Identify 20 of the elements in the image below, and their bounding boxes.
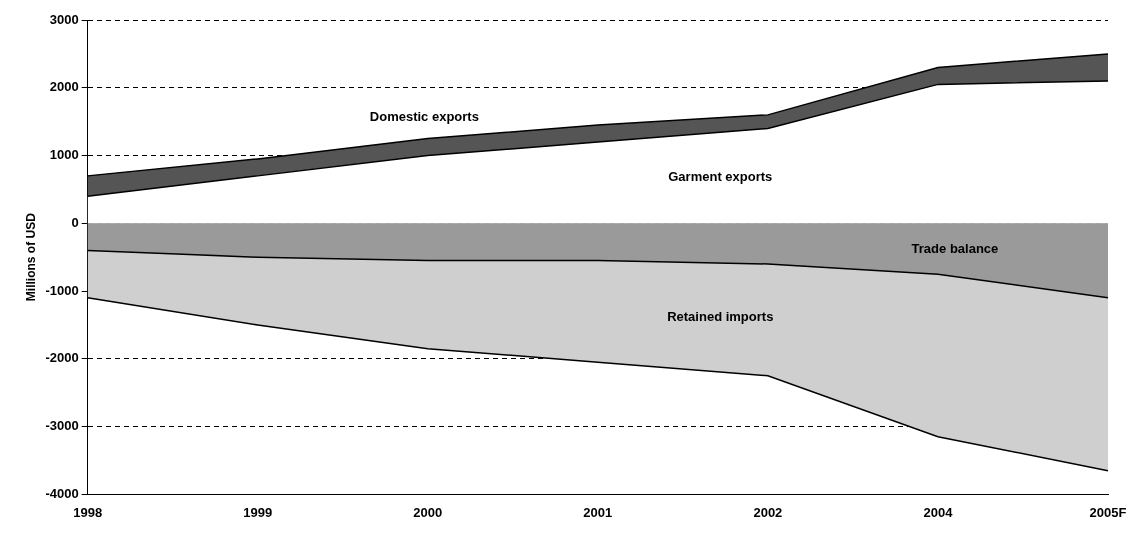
x-tick-label: 2004 — [923, 504, 954, 520]
y-tick-label: 1000 — [49, 147, 79, 163]
x-tick-label: 1998 — [73, 504, 103, 520]
y-tick-label: 0 — [71, 214, 79, 230]
x-tick-label: 2005F — [1089, 504, 1127, 520]
x-tick-label: 2002 — [753, 504, 783, 520]
y-tick-label: 3000 — [49, 11, 79, 27]
x-tick-label: 2001 — [583, 504, 613, 520]
y-tick-label: -1000 — [45, 282, 79, 298]
y-tick-label: -3000 — [45, 418, 79, 434]
y-tick-label: -2000 — [45, 350, 79, 366]
x-tick-label: 2000 — [413, 504, 443, 520]
series-label: Trade balance — [911, 241, 999, 257]
series-label: Retained imports — [667, 309, 774, 325]
series-label: Garment exports — [668, 169, 773, 185]
series-label: Domestic exports — [369, 108, 479, 124]
y-tick-label: -4000 — [45, 485, 79, 501]
x-tick-label: 1999 — [243, 504, 273, 520]
y-tick-label: 2000 — [49, 79, 79, 95]
y-axis-title: Millions of USD — [23, 212, 38, 302]
